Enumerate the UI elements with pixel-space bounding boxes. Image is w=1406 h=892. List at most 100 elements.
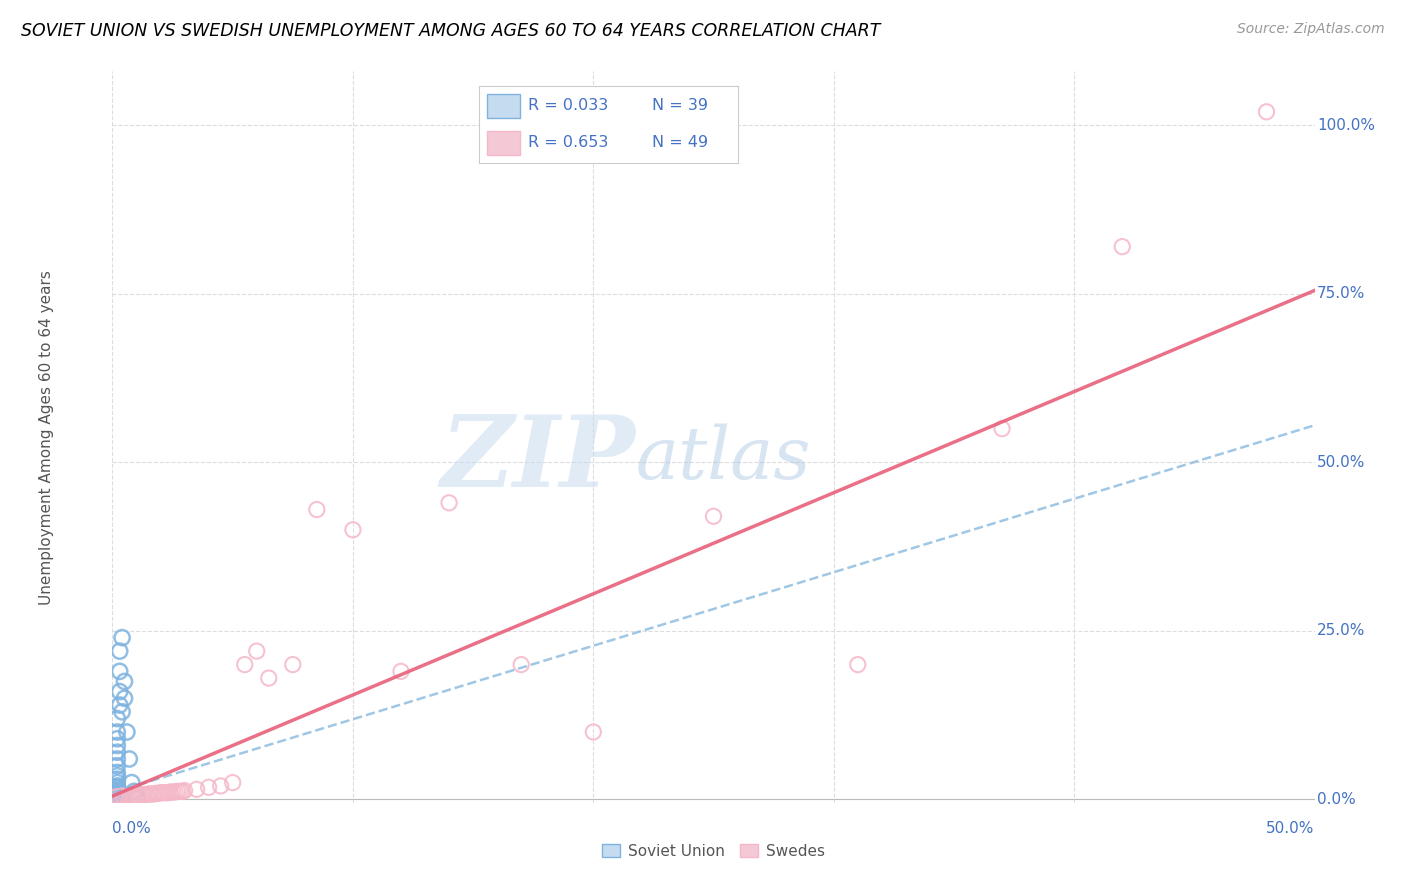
Point <box>105 775 128 789</box>
Point <box>222 775 245 789</box>
Point <box>125 789 148 803</box>
Point <box>1111 239 1133 253</box>
Point <box>125 791 148 805</box>
Point <box>156 786 179 800</box>
Point <box>122 784 145 798</box>
Point <box>105 784 128 798</box>
Point <box>159 785 181 799</box>
Point <box>114 691 136 706</box>
Point <box>149 786 172 800</box>
Point <box>105 789 128 804</box>
Point <box>105 786 128 800</box>
Point <box>125 791 148 805</box>
Point <box>111 705 134 719</box>
Text: 50.0%: 50.0% <box>1267 821 1315 836</box>
Point <box>138 787 160 801</box>
Point <box>152 786 174 800</box>
Text: Source: ZipAtlas.com: Source: ZipAtlas.com <box>1237 22 1385 37</box>
Point <box>991 422 1014 436</box>
Point <box>105 765 128 780</box>
Point <box>142 787 165 801</box>
Point <box>145 786 167 800</box>
Point <box>105 739 128 753</box>
Point <box>437 496 460 510</box>
Point <box>128 789 150 803</box>
Point <box>114 674 136 689</box>
Point <box>115 725 138 739</box>
Point <box>121 775 143 789</box>
Point <box>155 786 177 800</box>
Point <box>125 791 148 805</box>
Legend: Soviet Union, Swedes: Soviet Union, Swedes <box>596 838 831 864</box>
Point <box>281 657 304 672</box>
Point <box>105 790 128 805</box>
Point <box>121 789 143 803</box>
Point <box>257 671 280 685</box>
Text: 50.0%: 50.0% <box>1317 455 1365 470</box>
Point <box>139 787 162 801</box>
Point <box>105 789 128 804</box>
Point <box>105 787 128 801</box>
Point <box>172 784 194 798</box>
Point <box>105 758 128 772</box>
Point <box>166 784 188 798</box>
Point <box>122 789 145 803</box>
Point <box>162 785 184 799</box>
Point <box>105 791 128 805</box>
Text: 25.0%: 25.0% <box>1317 624 1365 639</box>
Point <box>169 784 191 798</box>
Point <box>118 789 141 804</box>
Point <box>104 790 127 805</box>
Text: 75.0%: 75.0% <box>1317 286 1365 301</box>
Point <box>105 772 128 787</box>
Point <box>105 780 128 795</box>
Point <box>131 788 153 802</box>
Point <box>125 789 148 803</box>
Point <box>846 657 869 672</box>
Point <box>108 698 131 712</box>
Point <box>1256 104 1278 119</box>
Text: ZIP: ZIP <box>440 411 636 508</box>
Point <box>132 788 155 802</box>
Point <box>105 712 128 726</box>
Point <box>135 788 157 802</box>
Point <box>702 509 725 524</box>
Point <box>163 785 186 799</box>
Point <box>105 769 128 783</box>
Text: Unemployment Among Ages 60 to 64 years: Unemployment Among Ages 60 to 64 years <box>39 269 53 605</box>
Point <box>197 780 219 795</box>
Point <box>305 502 328 516</box>
Point <box>146 786 169 800</box>
Point <box>186 782 208 797</box>
Point <box>105 789 128 803</box>
Point <box>342 523 364 537</box>
Point <box>105 725 128 739</box>
Point <box>105 731 128 746</box>
Point <box>582 725 605 739</box>
Point <box>115 789 138 803</box>
Point <box>105 752 128 766</box>
Point <box>108 665 131 679</box>
Point <box>209 779 232 793</box>
Point <box>510 657 533 672</box>
Text: atlas: atlas <box>636 424 811 494</box>
Text: 0.0%: 0.0% <box>112 821 152 836</box>
Point <box>105 791 128 805</box>
Point <box>108 789 131 804</box>
Point <box>105 745 128 759</box>
Text: 0.0%: 0.0% <box>1317 792 1355 807</box>
Point <box>173 783 195 797</box>
Point <box>105 782 128 797</box>
Point <box>389 665 412 679</box>
Point <box>233 657 256 672</box>
Point <box>108 684 131 698</box>
Text: SOVIET UNION VS SWEDISH UNEMPLOYMENT AMONG AGES 60 TO 64 YEARS CORRELATION CHART: SOVIET UNION VS SWEDISH UNEMPLOYMENT AMO… <box>21 22 880 40</box>
Point <box>246 644 269 658</box>
Point <box>111 789 134 803</box>
Text: 100.0%: 100.0% <box>1317 118 1375 133</box>
Point <box>105 789 128 803</box>
Point <box>105 779 128 793</box>
Point <box>114 789 136 804</box>
Point <box>111 631 134 645</box>
Point <box>108 644 131 658</box>
